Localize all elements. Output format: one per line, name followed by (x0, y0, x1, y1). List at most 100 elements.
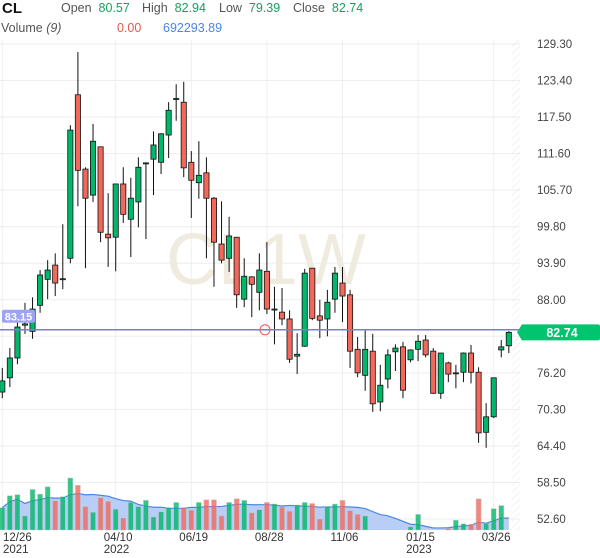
candle-body (286, 318, 293, 360)
candle (97, 146, 104, 243)
volume-bar (218, 515, 225, 531)
open-label: Open (61, 1, 92, 15)
candle-body (392, 347, 399, 353)
candle (407, 349, 414, 363)
candle (120, 167, 127, 223)
candle-body (142, 162, 149, 165)
candle-body (347, 294, 354, 352)
last-price-label: 82.74 (546, 326, 577, 340)
volume-bar (120, 517, 127, 531)
volume-bar (415, 514, 421, 531)
candle (112, 183, 119, 272)
volume-bar (271, 503, 278, 531)
volume-bar (165, 507, 172, 531)
volume-bar (445, 528, 452, 531)
candle (195, 141, 202, 199)
candle-body (369, 350, 376, 405)
candle-body (377, 384, 384, 403)
volume-header: Volume (9) (1, 21, 61, 35)
candle-body (127, 197, 134, 220)
candle (256, 253, 263, 311)
candle-body (460, 352, 467, 373)
candle-body (362, 348, 369, 376)
volume-bar (150, 516, 157, 531)
candle-body (399, 346, 406, 391)
candles (0, 52, 512, 448)
candle (158, 133, 165, 175)
volume-bar (317, 518, 323, 531)
volume-bar (29, 489, 36, 531)
last-price-label-bg (517, 324, 600, 341)
candle (105, 193, 112, 267)
volume-bar (286, 511, 293, 531)
volume-value-2: 692293.89 (163, 21, 223, 35)
volume-bar (483, 522, 489, 531)
volume-period: (9) (46, 21, 62, 35)
candle-body (498, 346, 505, 351)
candle (468, 344, 475, 384)
low-value: 79.39 (248, 1, 281, 15)
candle (437, 352, 444, 399)
volume-bar (90, 512, 96, 531)
price-tick-label: 64.40 (537, 441, 566, 453)
candle (150, 131, 157, 196)
candle (173, 84, 180, 121)
volume-bar (75, 485, 81, 531)
volume-bar (67, 477, 74, 531)
candle-body (52, 264, 59, 284)
candle-body (158, 133, 165, 163)
candle (226, 216, 233, 272)
candle (44, 260, 51, 300)
high-label: High (142, 1, 168, 15)
candle-body (490, 377, 497, 418)
candle-body (74, 94, 81, 171)
candle (301, 268, 308, 347)
candle (52, 253, 59, 297)
candle-body (59, 278, 66, 281)
volume-bar (22, 515, 28, 531)
candle-body (316, 315, 323, 321)
candle (430, 348, 437, 394)
price-line-label: 83.15 (5, 311, 33, 323)
candle-body (271, 308, 278, 311)
candle (241, 258, 248, 308)
price-tick-label: 76.20 (537, 368, 566, 380)
candle (490, 377, 497, 419)
volume-bar (158, 511, 164, 531)
volume-bar (468, 524, 474, 531)
volume-ma-line (1, 492, 509, 529)
volume-bar (279, 506, 285, 531)
volume-bar (82, 506, 89, 531)
volume-bar (324, 506, 331, 531)
high-value: 82.94 (174, 1, 206, 15)
candle-body (294, 353, 301, 357)
price-axis[interactable]: 129.30 123.40 117.50 111.60 105.70 99.80 93.90… (517, 39, 600, 526)
candle-body (437, 352, 444, 394)
candle-body (339, 282, 346, 297)
volume-bar (475, 498, 482, 531)
candle (67, 125, 74, 264)
price-tick-label: 129.30 (537, 39, 572, 51)
volume-bar (226, 502, 232, 531)
volume-bar (407, 526, 414, 531)
future-area (512, 40, 520, 530)
volume-bar (112, 508, 119, 531)
volume-bar (241, 500, 247, 531)
candle-body (180, 101, 187, 169)
candle-body (82, 168, 89, 199)
candle-body (21, 323, 28, 326)
volume-bar (453, 519, 459, 531)
candle-body (445, 362, 452, 375)
volume-bar (135, 506, 142, 531)
candle (422, 335, 429, 358)
candle (483, 403, 490, 448)
volume-bar (362, 515, 368, 531)
price-tick-label: 111.60 (537, 149, 570, 161)
candle-body (430, 350, 437, 394)
close-label: Close (293, 1, 325, 15)
price-tick-label: 93.90 (537, 258, 566, 270)
candle (384, 349, 391, 389)
candle (354, 336, 361, 378)
